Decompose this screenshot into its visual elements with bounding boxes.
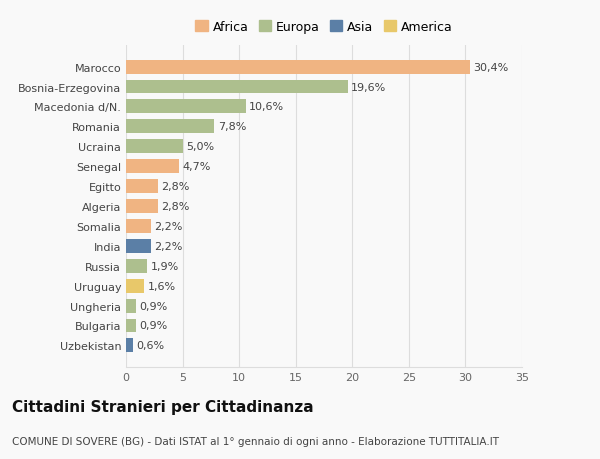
Text: 5,0%: 5,0%	[186, 142, 214, 152]
Text: 0,9%: 0,9%	[140, 301, 168, 311]
Bar	[126, 120, 214, 134]
Bar	[126, 339, 133, 353]
Text: 2,8%: 2,8%	[161, 182, 190, 192]
Text: 2,2%: 2,2%	[154, 241, 182, 251]
Bar	[126, 160, 179, 174]
Text: 19,6%: 19,6%	[351, 82, 386, 92]
Text: COMUNE DI SOVERE (BG) - Dati ISTAT al 1° gennaio di ogni anno - Elaborazione TUT: COMUNE DI SOVERE (BG) - Dati ISTAT al 1°…	[12, 436, 499, 446]
Text: 7,8%: 7,8%	[218, 122, 246, 132]
Bar	[126, 100, 246, 114]
Text: 10,6%: 10,6%	[250, 102, 284, 112]
Bar	[126, 180, 158, 194]
Bar	[126, 279, 144, 293]
Text: 2,8%: 2,8%	[161, 202, 190, 212]
Bar	[126, 200, 158, 213]
Legend: Africa, Europa, Asia, America: Africa, Europa, Asia, America	[193, 18, 455, 36]
Bar	[126, 299, 136, 313]
Text: 1,9%: 1,9%	[151, 261, 179, 271]
Text: 1,6%: 1,6%	[148, 281, 176, 291]
Bar	[126, 259, 148, 273]
Text: Cittadini Stranieri per Cittadinanza: Cittadini Stranieri per Cittadinanza	[12, 399, 314, 414]
Bar	[126, 80, 348, 94]
Text: 4,7%: 4,7%	[182, 162, 211, 172]
Text: 0,9%: 0,9%	[140, 321, 168, 331]
Bar	[126, 319, 136, 333]
Text: 0,6%: 0,6%	[136, 341, 164, 351]
Text: 2,2%: 2,2%	[154, 221, 182, 231]
Text: 30,4%: 30,4%	[473, 62, 509, 73]
Bar	[126, 61, 470, 74]
Bar	[126, 239, 151, 253]
Bar	[126, 219, 151, 233]
Bar	[126, 140, 182, 154]
